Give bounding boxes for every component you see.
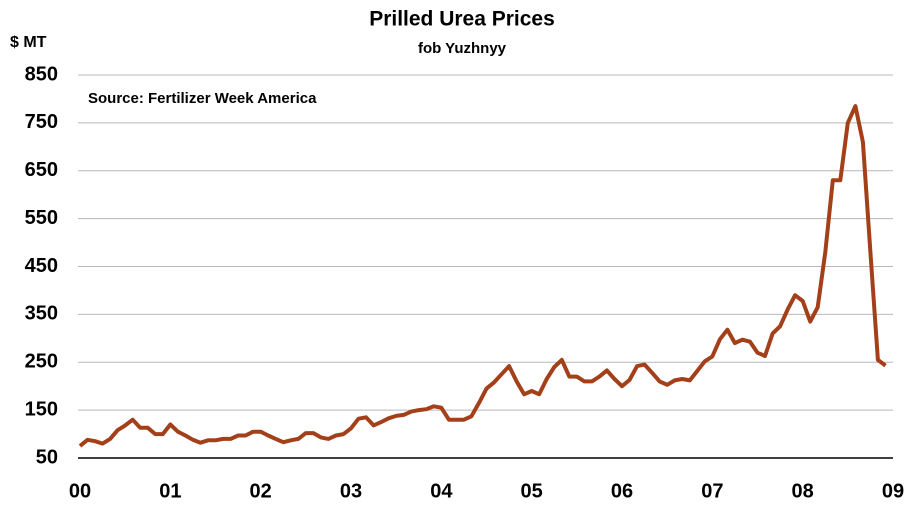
y-tick-label: 350 (25, 303, 58, 325)
y-tick-label: 650 (25, 159, 58, 181)
y-axis-label: $ MT (10, 34, 47, 51)
x-tick-label: 01 (159, 480, 181, 502)
x-tick-label: 05 (521, 480, 543, 502)
x-tick-label: 08 (792, 480, 814, 502)
chart-title: Prilled Urea Prices (369, 8, 555, 31)
price-line (78, 104, 887, 448)
annotation: Source: Fertilizer Week America (88, 90, 317, 107)
y-tick-label: 250 (25, 351, 58, 373)
x-tick-label: 00 (69, 480, 91, 502)
y-tick-label: 750 (25, 111, 58, 133)
x-tick-label: 06 (611, 480, 633, 502)
x-tick-label: 03 (340, 480, 362, 502)
y-tick-label: 150 (25, 398, 58, 420)
y-tick-label: 550 (25, 207, 58, 229)
x-tick-label: 02 (250, 480, 272, 502)
x-tick-label: 07 (701, 480, 723, 502)
y-tick-label: 50 (36, 446, 58, 468)
y-tick-label: 450 (25, 255, 58, 277)
x-tick-label: 09 (882, 480, 904, 502)
y-tick-label: 850 (25, 63, 58, 85)
chart-subtitle: fob Yuzhnyy (418, 40, 507, 57)
x-tick-label: 04 (430, 480, 453, 502)
